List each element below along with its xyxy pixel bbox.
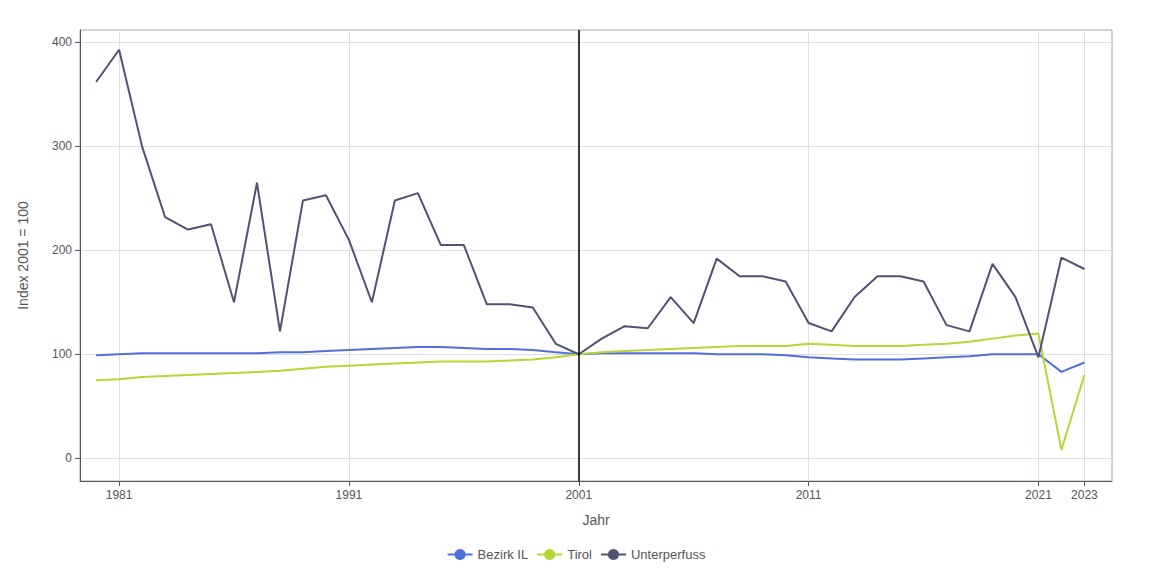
svg-text:0: 0 <box>65 451 72 465</box>
svg-text:2023: 2023 <box>1071 488 1098 502</box>
svg-text:Tirol: Tirol <box>567 547 592 562</box>
svg-text:200: 200 <box>52 243 72 257</box>
svg-text:Index 2001 = 100: Index 2001 = 100 <box>15 201 31 310</box>
svg-text:100: 100 <box>52 347 72 361</box>
svg-text:Unterperfuss: Unterperfuss <box>631 547 706 562</box>
svg-text:Bezirk IL: Bezirk IL <box>478 547 529 562</box>
svg-text:2011: 2011 <box>796 488 822 502</box>
svg-text:2001: 2001 <box>565 488 592 502</box>
svg-text:1981: 1981 <box>106 488 133 502</box>
svg-text:Jahr: Jahr <box>582 512 610 528</box>
svg-text:2021: 2021 <box>1025 488 1052 502</box>
svg-text:400: 400 <box>52 35 72 49</box>
svg-text:300: 300 <box>52 139 72 153</box>
svg-text:1991: 1991 <box>336 488 363 502</box>
